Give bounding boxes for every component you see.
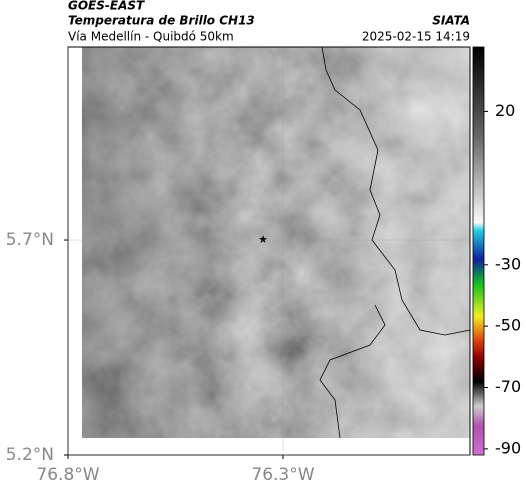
subtitle: Temperatura de Brillo CH13 <box>68 14 255 28</box>
title: GOES-EAST <box>68 0 145 13</box>
location-marker: ★ <box>258 233 268 246</box>
satellite-image: ★ <box>82 46 471 439</box>
timestamp: 2025-02-15 14:19 <box>362 30 470 44</box>
colorbar-tick-label: -50 <box>495 316 521 335</box>
colorbar <box>472 46 485 456</box>
x-tick-label: 76.3°W <box>251 465 314 485</box>
colorbar-tick-label: 20 <box>495 101 515 120</box>
colorbar-tick-label: -90 <box>495 438 521 457</box>
y-tick-label: 5.2°N <box>6 445 54 465</box>
colorbar-tick-label: -30 <box>495 254 521 273</box>
x-tick-label: 76.8°W <box>36 465 99 485</box>
y-tick-label: 5.7°N <box>6 230 54 250</box>
colorbar-tick-label: -70 <box>495 377 521 396</box>
source: SIATA <box>432 14 470 28</box>
region: Vía Medellín - Quibdó 50km <box>68 30 234 44</box>
